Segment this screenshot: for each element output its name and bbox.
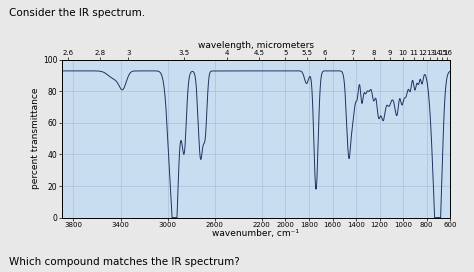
X-axis label: wavelength, micrometers: wavelength, micrometers	[198, 41, 314, 50]
Text: Consider the IR spectrum.: Consider the IR spectrum.	[9, 8, 146, 18]
Y-axis label: percent transmittance: percent transmittance	[31, 88, 40, 190]
Text: Which compound matches the IR spectrum?: Which compound matches the IR spectrum?	[9, 256, 240, 267]
X-axis label: wavenumber, cm⁻¹: wavenumber, cm⁻¹	[212, 229, 300, 238]
